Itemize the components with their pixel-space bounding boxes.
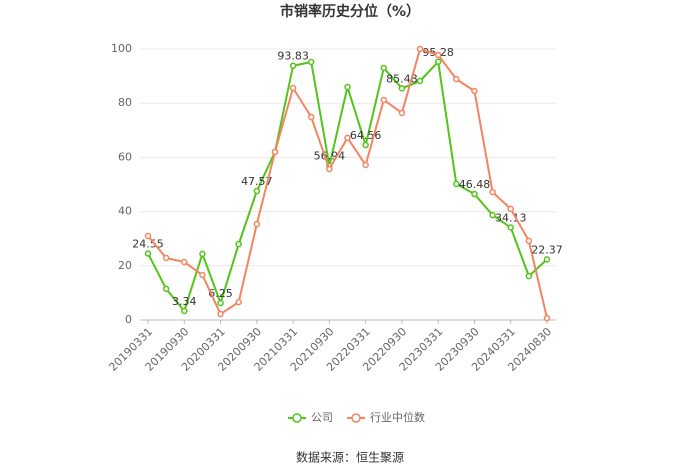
- point: [416, 45, 424, 53]
- point: [144, 250, 152, 257]
- chart-title: 市销率历史分位（%）: [280, 3, 420, 20]
- point: [525, 237, 533, 245]
- point: [543, 314, 551, 322]
- point: [199, 250, 206, 258]
- point: [525, 272, 533, 280]
- point: [344, 83, 351, 91]
- point: [434, 51, 442, 59]
- y-tick-label: 0: [125, 313, 132, 326]
- point: [162, 254, 170, 262]
- point: [453, 75, 460, 83]
- point: [199, 271, 206, 279]
- point: [253, 220, 261, 228]
- point: [380, 64, 388, 72]
- point: [489, 188, 496, 196]
- y-tick-label: 60: [118, 150, 132, 163]
- point: [362, 141, 369, 149]
- value-label: 46.48: [459, 178, 491, 191]
- value-label: 3.34: [172, 295, 197, 308]
- value-label: 64.56: [350, 129, 382, 142]
- point: [289, 62, 297, 69]
- legend-marker: [292, 413, 302, 423]
- point: [471, 190, 478, 198]
- point: [489, 211, 496, 219]
- value-label: 56.94: [314, 150, 346, 163]
- value-label: 34.13: [495, 212, 527, 225]
- point: [271, 148, 279, 156]
- source: 数据来源：恒生聚源: [296, 450, 404, 465]
- point: [217, 310, 224, 318]
- point: [181, 307, 188, 315]
- value-label: 93.83: [277, 50, 309, 63]
- point: [235, 240, 242, 248]
- y-tick-label: 100: [111, 42, 132, 55]
- point: [326, 165, 333, 173]
- point: [507, 205, 514, 213]
- point: [507, 224, 514, 231]
- point: [416, 77, 424, 85]
- value-label: 47.57: [241, 175, 273, 188]
- point: [217, 299, 224, 307]
- point: [434, 58, 442, 66]
- point: [344, 134, 351, 142]
- point: [235, 298, 242, 306]
- y-tick-label: 40: [118, 205, 132, 218]
- value-label: 22.37: [531, 243, 563, 256]
- legend-marker: [351, 413, 361, 423]
- point: [380, 96, 388, 104]
- point: [307, 113, 315, 121]
- point: [307, 58, 315, 66]
- point: [144, 232, 152, 240]
- value-label: 24.55: [132, 237, 164, 250]
- point: [253, 187, 261, 195]
- point: [398, 85, 406, 92]
- legend-label: 公司: [311, 411, 333, 424]
- point: [162, 285, 170, 293]
- legend-label: 行业中位数: [370, 410, 425, 424]
- y-tick-label: 80: [118, 96, 132, 109]
- point: [543, 256, 551, 263]
- y-tick-label: 20: [118, 259, 132, 272]
- value-label: 6.25: [208, 287, 233, 300]
- point: [471, 87, 478, 95]
- point: [289, 84, 297, 92]
- point: [362, 161, 369, 169]
- point: [181, 258, 188, 266]
- point: [453, 180, 460, 188]
- point: [398, 109, 406, 117]
